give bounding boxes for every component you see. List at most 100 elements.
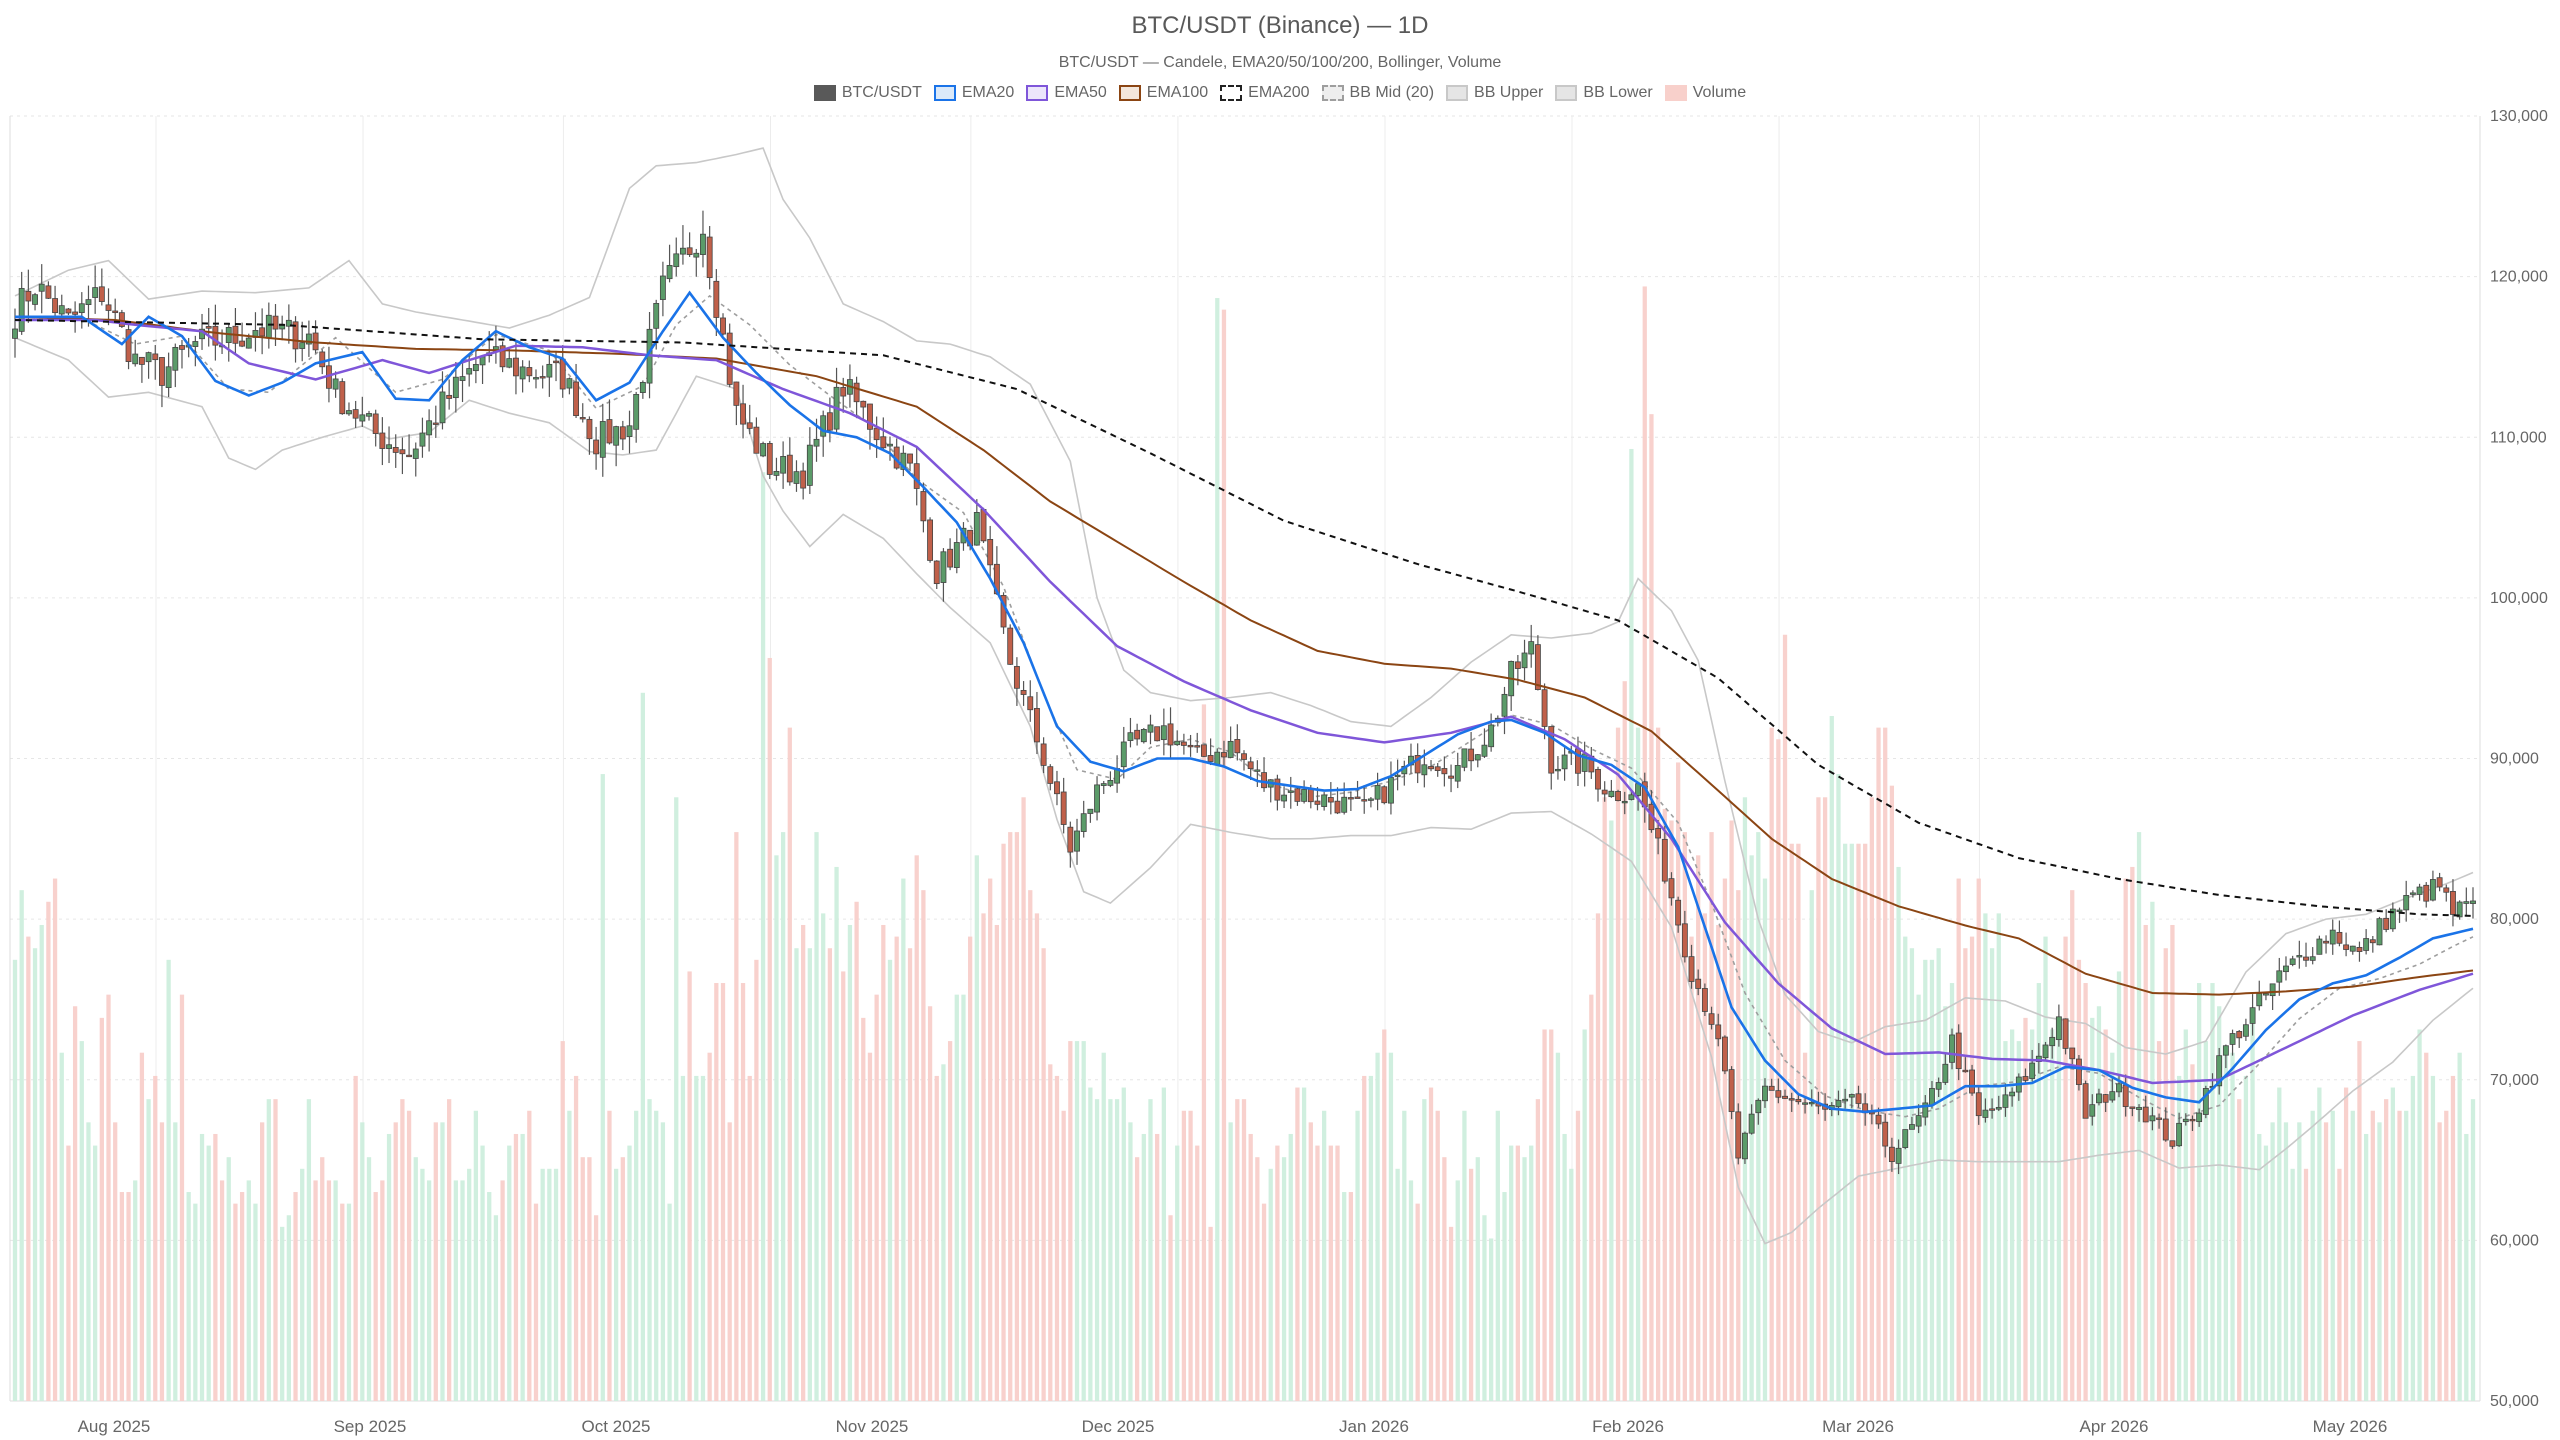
candle [92,265,99,314]
candle [2142,1095,2149,1123]
candle-body [2403,895,2410,911]
candle-body [1294,788,1301,802]
candle [426,409,433,452]
volume-bar [981,913,986,1401]
volume-bar [734,832,739,1401]
candle [1234,724,1241,761]
volume-bar [26,936,31,1401]
candle-body [2222,1045,2229,1056]
candle-body [2450,891,2456,915]
candle [292,316,299,363]
candle [1468,732,1475,772]
volume-bar [593,1215,599,1401]
candle [1374,772,1381,811]
candle [1855,1085,1862,1108]
candle-body [1094,784,1100,813]
volume-bar [1034,913,1040,1401]
legend-item-ema20[interactable]: EMA20 [933,84,1014,102]
candle [773,457,780,481]
volume-bar [1068,1041,1073,1401]
chart-title: BTC/USDT (Binance) — 1D [1131,12,1429,39]
legend-item-bb-lower[interactable]: BB Lower [1555,84,1653,102]
candle [2443,884,2450,902]
candle-body [2069,1047,2076,1060]
candle-body [1428,766,1434,770]
candle [1802,1097,1809,1114]
legend-swatch [1118,85,1141,101]
candle-body [693,252,700,258]
legend-item-ema100[interactable]: EMA100 [1118,84,1208,102]
volume-bar [2270,1122,2275,1401]
candle-body [539,376,546,379]
candle-body [1681,923,1688,958]
candle-body [853,382,860,403]
legend-swatch [1026,85,1049,101]
legend-item-btc-usdt[interactable]: BTC/USDT [813,84,922,102]
legend-item-ema50[interactable]: EMA50 [1026,84,1107,102]
legend-item-bb-upper[interactable]: BB Upper [1446,84,1543,102]
volume-bar [2197,983,2202,1401]
volume-bar [1762,878,1768,1401]
candle [2075,1055,2082,1091]
volume-bar [2090,1017,2095,1401]
candle [406,434,413,458]
candle-body [2169,1140,2176,1147]
volume-bar [1482,1215,1487,1401]
candle-body [746,422,753,429]
candle [726,323,733,388]
candle [2276,957,2283,996]
candle-body [559,358,566,390]
volume-bar [1041,948,1046,1401]
legend-item-volume[interactable]: Volume [1664,84,1746,102]
candle-body [1775,1090,1782,1098]
volume-bar [1388,1052,1394,1401]
candle-body [1474,754,1481,761]
candle-body [2109,1091,2116,1101]
candle [25,269,32,323]
volume-bar [99,1017,104,1401]
volume-bar [947,1041,953,1401]
volume-bar [1976,878,1981,1401]
candle-body [1134,729,1141,740]
volume-bar [2450,1075,2456,1401]
candle-body [2409,892,2416,895]
volume-bar [380,1180,385,1401]
volume-bar [1742,797,1748,1401]
candle [933,560,940,590]
candle [1848,1093,1855,1109]
candle-body [1748,1113,1755,1134]
volume-bar [253,1203,258,1401]
candle-body [566,378,573,389]
candle [1094,776,1100,821]
candle [312,320,319,354]
candle-body [1214,751,1221,765]
candle-body [1321,794,1328,807]
legend-item-bb-mid-20[interactable]: BB Mid (20) [1321,84,1434,102]
legend-item-ema200[interactable]: EMA200 [1220,84,1310,102]
candle-body [339,381,346,415]
volume-bar [841,971,846,1401]
candle-body [1441,768,1448,775]
candle-body [1554,768,1561,772]
candle [392,434,399,468]
candle [586,416,593,455]
volume-bar [634,1110,639,1401]
volume-bar [513,1133,519,1401]
candle-body [1628,794,1635,800]
volume-bar [1415,1203,1420,1401]
x-tick-label: Nov 2025 [836,1417,909,1436]
candle [2136,1104,2142,1122]
volume-bar [493,1215,499,1401]
candle [192,335,199,367]
volume-bar [2363,1133,2369,1401]
candle [52,285,59,316]
volume-bar [807,948,812,1401]
y-tick-label: 110,000 [2490,429,2547,446]
volume-bar [854,901,859,1401]
candle [1067,821,1074,868]
candle [579,403,586,423]
volume-bar [647,1099,652,1401]
candle [1995,1095,2002,1112]
volume-bar [2417,1029,2422,1401]
